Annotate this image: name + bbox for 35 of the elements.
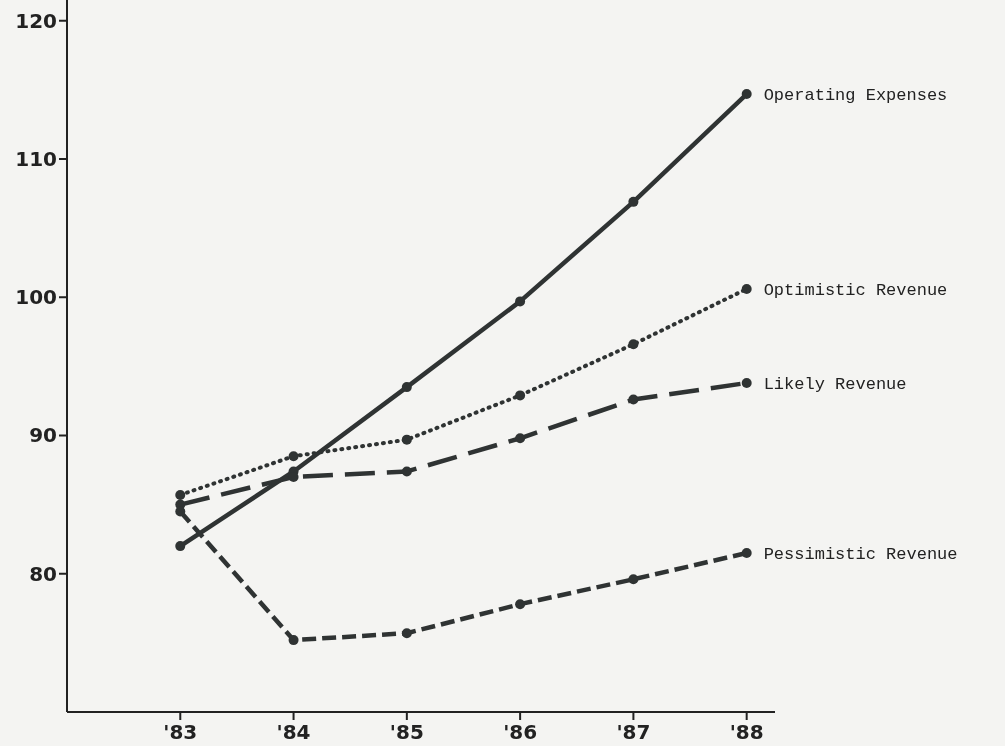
series-label: Optimistic Revenue [763,280,948,300]
point [628,574,639,585]
y-tick-label: 80 [29,561,57,586]
point [515,390,526,401]
y-tick-label: 90 [29,423,57,448]
point [515,599,526,610]
point [288,451,299,462]
point [401,382,412,393]
series-label: Likely Revenue [763,374,907,394]
y-tick-label: 120 [15,8,57,33]
x-tick-label: '84 [276,720,311,744]
x-tick-label: '86 [503,720,538,744]
x-tick-label: '83 [163,720,198,744]
point [515,296,526,307]
point [175,489,186,500]
point [628,339,639,350]
point [401,434,412,445]
point [515,433,526,444]
series-label: Operating Expenses [763,85,948,105]
point [175,541,186,552]
x-tick-label: '87 [616,720,651,744]
point [741,283,752,294]
point [628,196,639,207]
point [288,635,299,646]
point [741,377,752,388]
point [401,466,412,477]
point [741,548,752,559]
x-tick-label: '88 [729,720,764,744]
y-tick-label: 100 [15,285,57,310]
y-tick-label: 110 [15,146,57,171]
point [741,89,752,100]
point [401,628,412,639]
x-tick-label: '85 [389,720,424,744]
point [628,394,639,405]
series-label: Pessimistic Revenue [763,544,958,564]
